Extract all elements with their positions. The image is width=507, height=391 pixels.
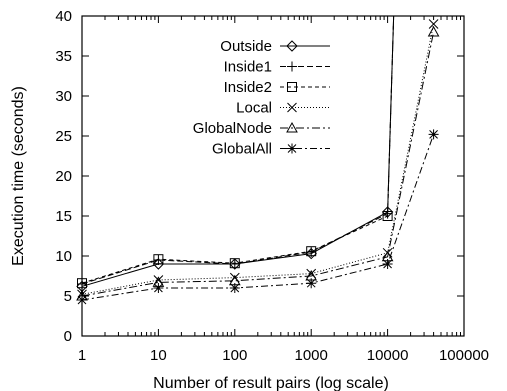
y-tick-label: 0 — [64, 328, 72, 345]
data-point — [153, 283, 164, 293]
legend-label: Inside2 — [224, 79, 272, 96]
data-point — [428, 19, 439, 29]
legend-label: Outside — [220, 38, 272, 55]
x-tick-label: 10 — [150, 347, 167, 364]
axes: 1 10 100 1000 10000 100000 0 5 10 15 20 25 30 35 40 Num… — [10, 8, 489, 391]
legend-label: GlobalAll — [212, 141, 272, 158]
data-point — [427, 25, 440, 37]
legend-label: Local — [236, 100, 272, 117]
series-line — [82, 31, 435, 297]
x-axis-title: Number of result pairs (log scale) — [153, 375, 389, 391]
y-tick-label: 35 — [55, 48, 72, 65]
data-point — [153, 254, 164, 265]
legend: Outside Inside1 Inside2 Local GlobalNode Glob… — [193, 38, 330, 158]
y-tick-label: 15 — [55, 208, 72, 225]
legend-marker — [286, 40, 298, 52]
legend-marker — [286, 121, 298, 133]
data-point — [77, 278, 87, 289]
y-tick-label: 40 — [55, 8, 72, 25]
y-tick-label: 20 — [55, 168, 72, 185]
series-line — [82, 134, 435, 301]
legend-marker — [287, 61, 297, 72]
x-tick-label: 1 — [78, 347, 86, 364]
series-globalall — [77, 129, 439, 305]
series-line — [82, 23, 435, 295]
series-layer — [76, 16, 440, 305]
data-point — [382, 259, 393, 269]
y-axis-title: Execution time (seconds) — [10, 86, 27, 266]
data-point — [152, 258, 165, 270]
series-inside2 — [77, 16, 395, 289]
y-tick-label: 25 — [55, 128, 72, 145]
data-point — [306, 278, 317, 289]
legend-marker — [287, 143, 297, 154]
series-line — [82, 16, 395, 284]
legend-marker — [287, 102, 297, 113]
y-tick-label: 5 — [64, 288, 72, 305]
x-tick-label: 100 — [222, 347, 247, 364]
x-tick-label: 100000 — [439, 347, 489, 364]
data-point — [229, 283, 240, 293]
legend-label: GlobalNode — [193, 120, 272, 137]
plot-frame — [81, 15, 465, 337]
data-point — [428, 129, 439, 140]
y-tick-label: 30 — [55, 88, 72, 105]
x-tick-label: 10000 — [367, 347, 409, 364]
legend-marker — [287, 82, 297, 92]
data-point — [382, 211, 393, 221]
data-point — [306, 246, 317, 257]
data-point — [229, 258, 240, 269]
legend-label: Inside1 — [224, 59, 272, 76]
x-tick-label: 1000 — [295, 347, 328, 364]
data-point — [77, 295, 87, 305]
y-tick-label: 10 — [55, 248, 72, 265]
